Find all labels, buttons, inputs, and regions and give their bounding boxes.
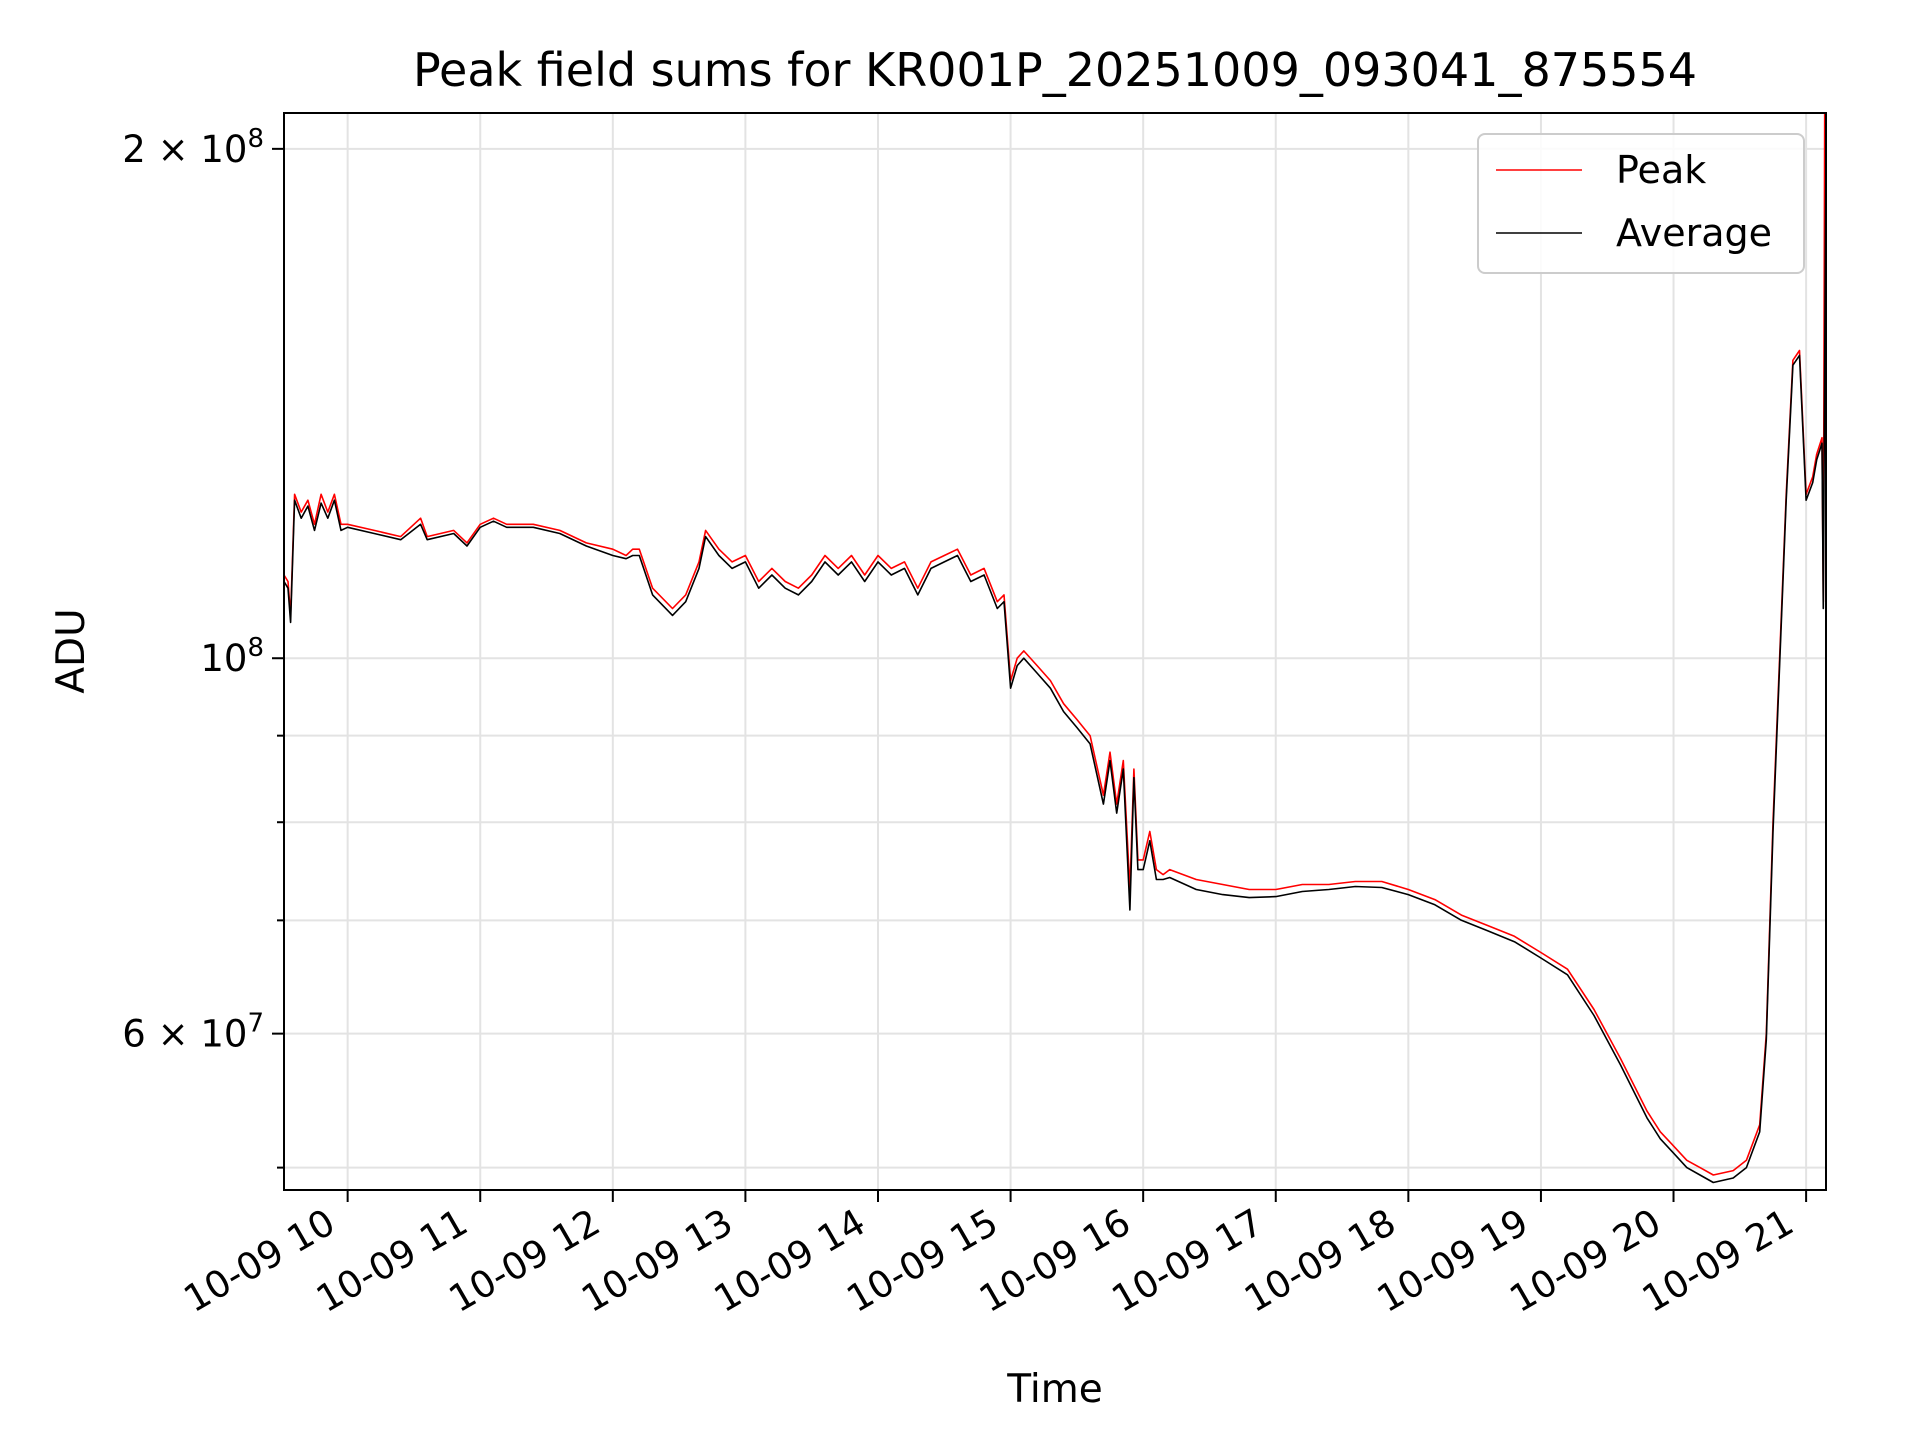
y-axis-label: ADU (49, 608, 94, 693)
legend-average-label: Average (1616, 211, 1772, 255)
y-tick-label: 6 × 107 (122, 1009, 264, 1056)
series-lines (283, 112, 1827, 1184)
chart-title: Peak field sums for KR001P_20251009_0930… (413, 43, 1697, 97)
legend-box (1477, 133, 1805, 274)
series-peak-line (283, 112, 1826, 1176)
legend: Peak Average (1477, 133, 1805, 274)
y-tick-label: 2 × 108 (122, 124, 264, 171)
y-tick-label: 108 (200, 633, 264, 680)
grid-lines (284, 113, 1826, 1190)
x-axis-label: Time (1006, 1367, 1102, 1412)
plot-frame (283, 112, 1827, 1191)
legend-peak-label: Peak (1616, 148, 1706, 192)
series-average-line (283, 148, 1827, 1184)
